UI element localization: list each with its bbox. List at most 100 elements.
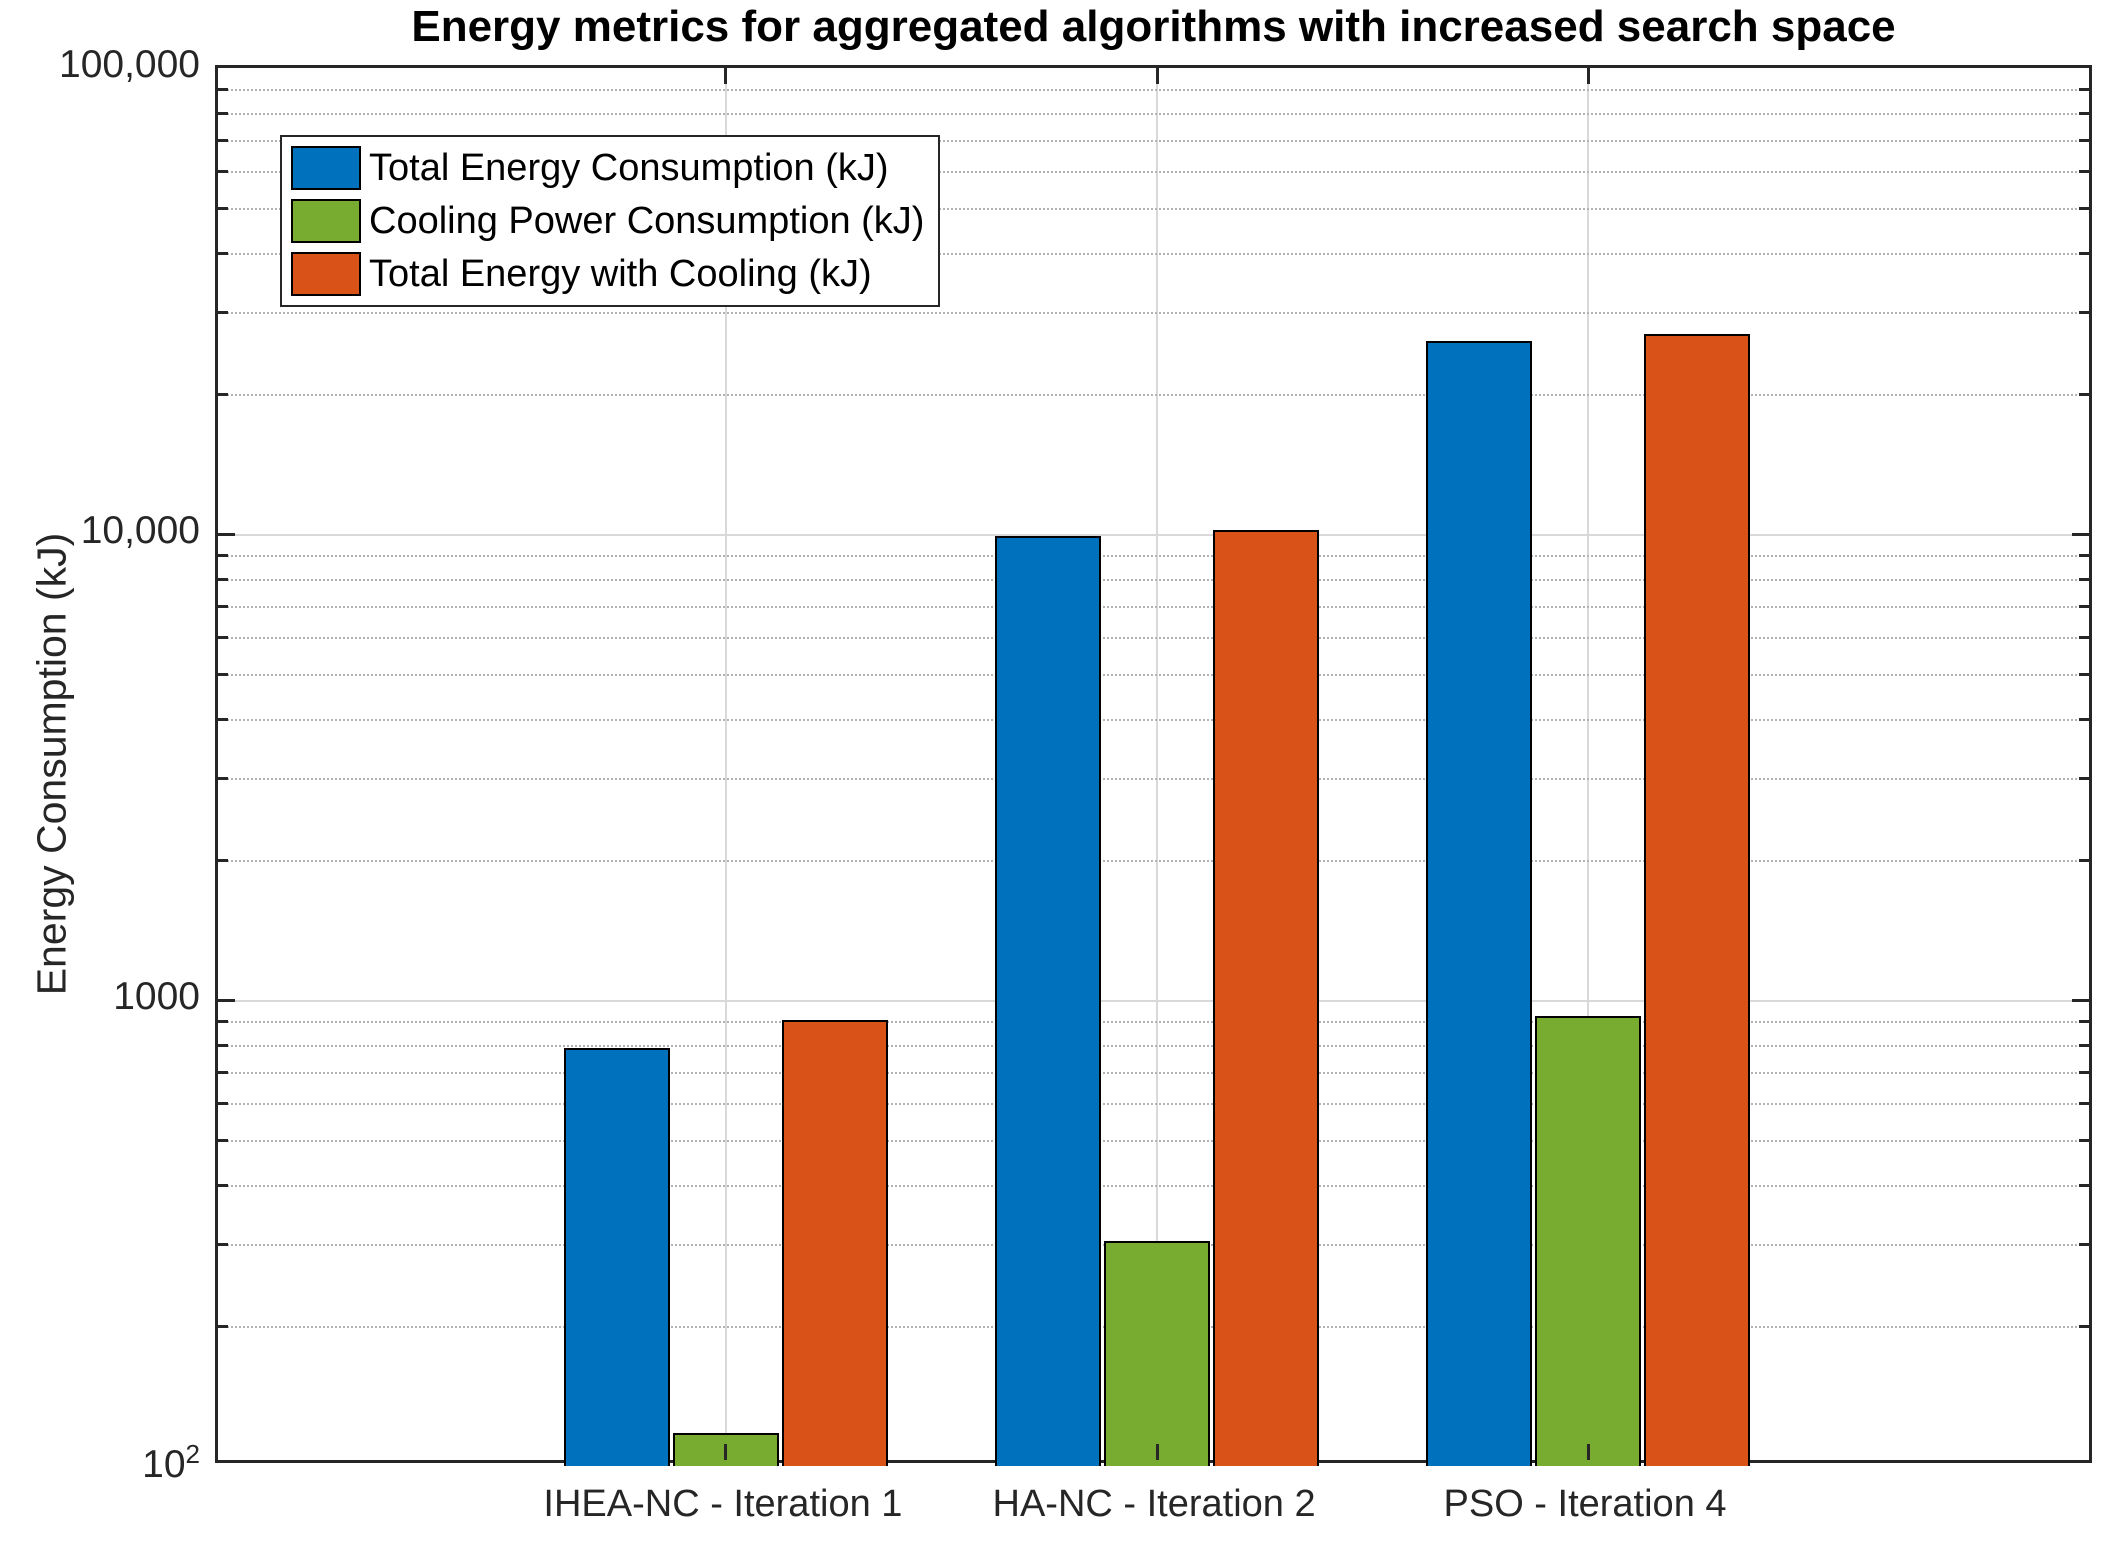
x-tick-mark (1155, 1444, 1159, 1460)
minor-gridline (218, 1021, 2089, 1024)
minor-gridline (218, 637, 2089, 640)
y-tick-mark (2079, 554, 2089, 558)
y-tick-mark (218, 533, 235, 536)
minor-gridline (218, 1140, 2089, 1143)
y-tick-mark (2079, 88, 2089, 92)
x-tick-label: PSO - Iteration 4 (1443, 1483, 1727, 1525)
y-tick-mark (2079, 139, 2089, 143)
y-tick-mark (218, 999, 235, 1002)
y-tick-mark (2079, 170, 2089, 174)
y-tick-mark (218, 392, 228, 396)
minor-gridline (218, 674, 2089, 677)
minor-gridline (218, 113, 2089, 116)
plot-area (215, 65, 2092, 1466)
y-tick-mark (218, 858, 228, 862)
bar-series0-group0 (563, 1047, 670, 1466)
minor-gridline (218, 859, 2089, 862)
y-tick-mark (2079, 605, 2089, 609)
y-tick-mark (2079, 1020, 2089, 1024)
legend: Total Energy Consumption (kJ) Cooling Po… (280, 135, 941, 307)
y-tick-mark (2079, 207, 2089, 211)
y-tick-mark (2079, 858, 2089, 862)
y-tick-mark (2072, 533, 2089, 536)
minor-gridline (218, 1185, 2089, 1188)
legend-entry-total-with-cooling: Total Energy with Cooling (kJ) (291, 252, 924, 296)
y-tick-mark (218, 1102, 228, 1106)
minor-gridline (218, 1045, 2089, 1048)
bar-series1-group1 (1104, 1240, 1211, 1466)
y-tick-mark (218, 310, 228, 314)
legend-entry-cooling-power: Cooling Power Consumption (kJ) (291, 199, 924, 243)
minor-gridline (218, 606, 2089, 609)
legend-label: Total Energy Consumption (kJ) (369, 146, 889, 189)
vertical-gridline (1587, 68, 1590, 1460)
bar-series0-group2 (1426, 341, 1533, 1466)
y-tick-mark (2079, 392, 2089, 396)
y-tick-mark (2079, 1184, 2089, 1188)
y-tick-mark (218, 718, 228, 722)
y-tick-mark (2079, 636, 2089, 640)
y-tick-mark (2079, 1044, 2089, 1048)
legend-swatch-orange-icon (291, 252, 361, 296)
y-tick-mark (218, 578, 228, 582)
y-tick-mark (218, 207, 228, 211)
minor-gridline (218, 171, 2089, 174)
major-gridline (218, 534, 2089, 536)
x-tick-label: HA-NC - Iteration 2 (992, 1483, 1316, 1525)
y-tick-mark (2079, 673, 2089, 677)
minor-gridline (218, 1072, 2089, 1075)
y-tick-mark (218, 605, 228, 609)
minor-gridline (218, 311, 2089, 314)
vertical-gridline (1156, 68, 1159, 1460)
legend-entry-total-energy: Total Energy Consumption (kJ) (291, 146, 924, 190)
y-tick-mark (218, 1139, 228, 1143)
bar-series2-group0 (781, 1019, 888, 1466)
minor-gridline (218, 208, 2089, 211)
y-tick-mark (2079, 1242, 2089, 1246)
y-tick-mark (218, 1242, 228, 1246)
bar-series1-group2 (1535, 1016, 1642, 1466)
y-tick-mark (218, 673, 228, 677)
vertical-gridline (724, 68, 727, 1460)
minor-gridline (218, 89, 2089, 92)
x-tick-mark (1586, 1444, 1590, 1460)
y-tick-mark (218, 1184, 228, 1188)
legend-swatch-green-icon (291, 199, 361, 243)
legend-label: Cooling Power Consumption (kJ) (369, 199, 925, 242)
x-tick-mark (1155, 68, 1159, 84)
y-tick-label: 10,000 (80, 509, 200, 552)
minor-gridline (218, 777, 2089, 780)
y-tick-mark (218, 139, 228, 143)
bar-series0-group1 (995, 536, 1102, 1466)
y-tick-mark (218, 1020, 228, 1024)
chart-title: Energy metrics for aggregated algorithms… (411, 2, 1896, 51)
x-tick-mark (724, 1444, 728, 1460)
minor-gridline (218, 1103, 2089, 1106)
y-tick-mark (2079, 1139, 2089, 1143)
bar-series2-group2 (1644, 334, 1751, 1466)
y-tick-mark (2079, 1071, 2089, 1075)
y-tick-mark (218, 88, 228, 92)
y-tick-mark (2079, 578, 2089, 582)
minor-gridline (218, 140, 2089, 143)
y-tick-mark (2079, 1324, 2089, 1328)
bar-series2-group1 (1213, 529, 1320, 1466)
y-tick-mark (2079, 1102, 2089, 1106)
y-tick-mark (2072, 999, 2089, 1002)
y-tick-label: 100,000 (59, 43, 200, 86)
y-tick-mark (218, 1044, 228, 1048)
major-gridline (218, 1000, 2089, 1002)
y-axis-label: Energy Consumption (kJ) (28, 532, 75, 996)
y-tick-mark (218, 776, 228, 780)
x-tick-mark (724, 68, 728, 84)
legend-swatch-blue-icon (291, 146, 361, 190)
y-tick-label: 1000 (113, 975, 200, 1018)
y-tick-mark (2079, 310, 2089, 314)
y-tick-mark (2079, 718, 2089, 722)
y-tick-label: 102 (142, 1439, 200, 1486)
y-tick-mark (218, 636, 228, 640)
minor-gridline (218, 555, 2089, 558)
y-tick-mark (2079, 112, 2089, 116)
minor-gridline (218, 253, 2089, 256)
